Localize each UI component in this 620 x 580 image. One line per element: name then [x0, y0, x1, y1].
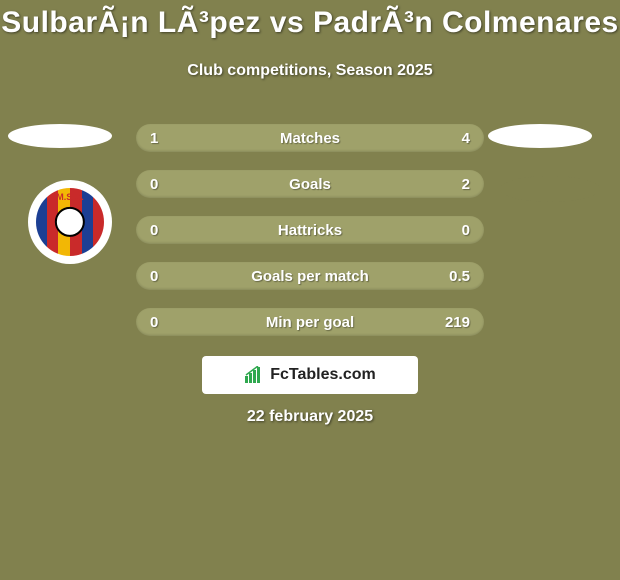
- stat-label: Hattricks: [136, 222, 484, 239]
- brand-text: FcTables.com: [270, 366, 376, 384]
- club-badge-inner: M.S.C.: [36, 188, 105, 257]
- stat-row: 0Min per goal219: [136, 308, 484, 336]
- stat-right-value: 0: [462, 222, 470, 239]
- comparison-infographic: SulbarÃ¡n LÃ³pez vs PadrÃ³n Colmenares C…: [0, 0, 620, 580]
- stat-row: 0Goals per match0.5: [136, 262, 484, 290]
- stat-row: 0Goals2: [136, 170, 484, 198]
- player-left-oval: [8, 124, 112, 148]
- badge-label: M.S.C.: [36, 192, 105, 202]
- date-text: 22 february 2025: [0, 408, 620, 426]
- player-right-oval-top: [488, 124, 592, 148]
- stat-right-value: 4: [462, 130, 470, 147]
- stat-row: 0Hattricks0: [136, 216, 484, 244]
- stat-label: Goals per match: [136, 268, 484, 285]
- bars-chart-icon: [244, 366, 266, 384]
- player-right-oval-bottom: [500, 176, 600, 202]
- stat-row: 1Matches4: [136, 124, 484, 152]
- stat-label: Goals: [136, 176, 484, 193]
- page-subtitle: Club competitions, Season 2025: [0, 62, 620, 80]
- stat-label: Matches: [136, 130, 484, 147]
- stat-right-value: 0.5: [449, 268, 470, 285]
- stat-rows: 1Matches40Goals20Hattricks00Goals per ma…: [136, 124, 484, 354]
- stat-right-value: 219: [445, 314, 470, 331]
- stat-right-value: 2: [462, 176, 470, 193]
- page-title: SulbarÃ¡n LÃ³pez vs PadrÃ³n Colmenares: [0, 6, 620, 40]
- brand-box: FcTables.com: [202, 356, 418, 394]
- stat-label: Min per goal: [136, 314, 484, 331]
- club-badge: M.S.C.: [28, 180, 112, 264]
